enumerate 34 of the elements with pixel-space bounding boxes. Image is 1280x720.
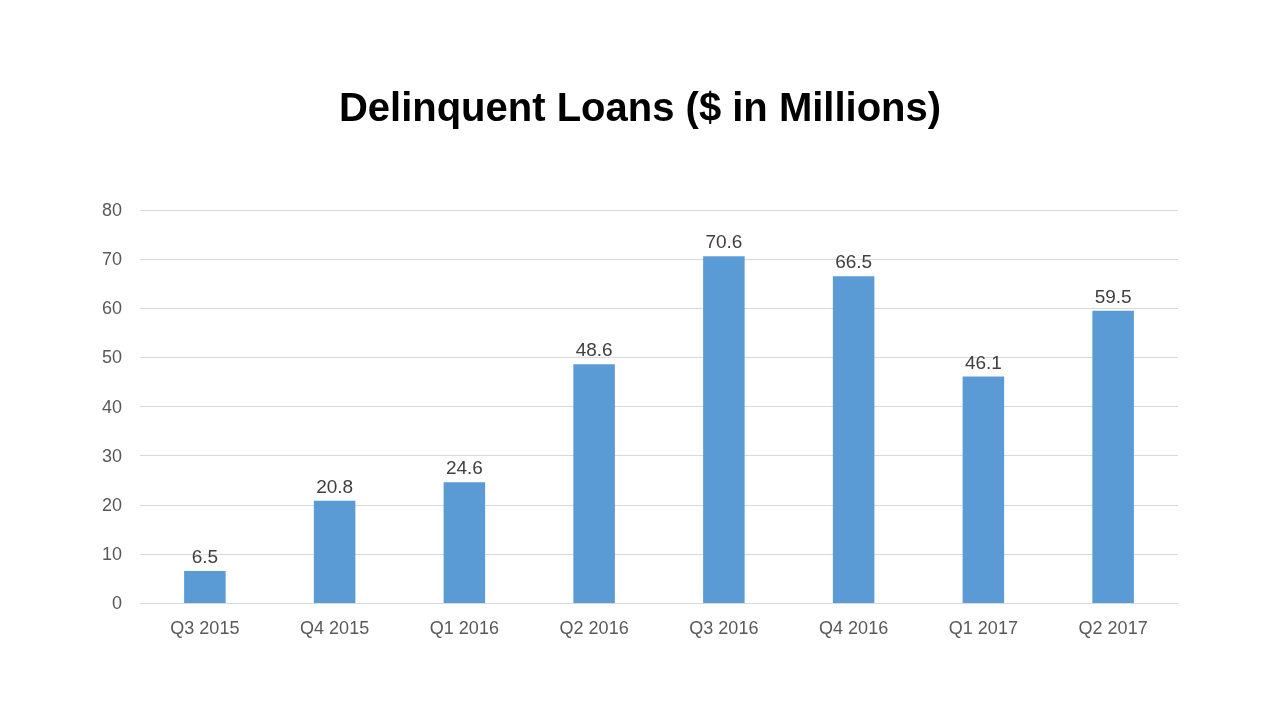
y-tick-label: 10 xyxy=(101,543,122,564)
y-tick-label: 50 xyxy=(101,347,122,368)
y-tick-label: 30 xyxy=(101,445,122,466)
y-tick-label: 20 xyxy=(101,494,122,515)
data-label: 6.5 xyxy=(191,546,219,568)
data-label: 48.6 xyxy=(575,339,613,361)
y-tick-label: 60 xyxy=(101,298,122,319)
x-tick-label: Q2 2016 xyxy=(559,618,629,638)
y-tick-label: 80 xyxy=(101,200,122,220)
y-tick-label: 40 xyxy=(101,396,122,417)
bar xyxy=(573,364,615,603)
x-tick-label: Q2 2017 xyxy=(1078,618,1148,638)
bar xyxy=(1092,310,1134,603)
data-label: 66.5 xyxy=(835,251,873,273)
bar xyxy=(832,276,875,603)
data-label: 70.6 xyxy=(705,231,743,253)
y-tick-label: 70 xyxy=(101,249,122,270)
x-tick-label: Q4 2016 xyxy=(819,618,889,638)
data-label: 46.1 xyxy=(964,351,1002,373)
x-tick-label: Q4 2015 xyxy=(300,618,370,638)
data-label: 59.5 xyxy=(1094,285,1132,307)
x-tick-label: Q1 2016 xyxy=(429,618,499,638)
bar xyxy=(962,376,1005,603)
bar xyxy=(313,500,356,603)
chart-title: Delinquent Loans ($ in Millions) xyxy=(338,85,942,129)
x-tick-label: Q1 2017 xyxy=(948,618,1018,638)
y-tick-label: 0 xyxy=(111,593,122,613)
data-label: 20.8 xyxy=(316,475,354,497)
bar xyxy=(703,256,745,603)
bar xyxy=(443,482,486,603)
x-tick-label: Q3 2016 xyxy=(689,618,759,638)
bar xyxy=(184,571,226,603)
x-tick-label: Q3 2015 xyxy=(170,618,240,638)
data-label: 24.6 xyxy=(445,457,483,479)
